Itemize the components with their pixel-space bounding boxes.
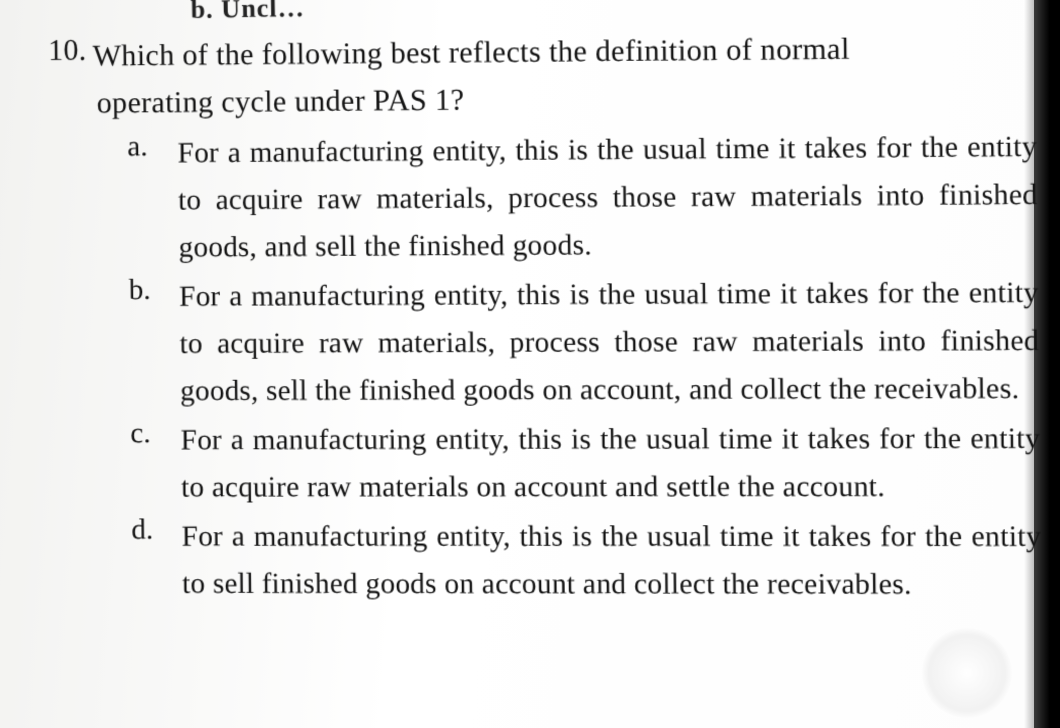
previous-question-fragment: b. Uncl…	[190, 0, 305, 25]
option-letter: a.	[127, 130, 148, 163]
option-letter: b.	[129, 274, 151, 307]
option-text: For a manufacturing entity, this is the …	[181, 513, 1042, 609]
question-number: 10.	[48, 34, 87, 67]
option-c: c. For a manufacturing entity, this is t…	[52, 415, 1041, 511]
option-text: For a manufacturing entity, this is the …	[179, 269, 1040, 415]
option-b: b. For a manufacturing entity, this is t…	[51, 269, 1040, 415]
option-d: d. For a manufacturing entity, this is t…	[53, 513, 1042, 609]
question-stem-line2: operating cycle under PAS 1?	[48, 72, 1036, 127]
watermark-circle	[922, 628, 1012, 718]
question-stem-line1: Which of the following best reflects the…	[93, 32, 850, 72]
option-a: a. For a manufacturing entity, this is t…	[49, 123, 1038, 272]
question-10: 10.Which of the following best reflects …	[48, 24, 1042, 609]
option-letter: c.	[130, 417, 151, 450]
option-letter: d.	[131, 513, 153, 546]
question-options: a. For a manufacturing entity, this is t…	[49, 123, 1042, 609]
option-text: For a manufacturing entity, this is the …	[180, 415, 1041, 511]
question-stem: 10.Which of the following best reflects …	[48, 24, 1037, 127]
option-text: For a manufacturing entity, this is the …	[177, 123, 1038, 271]
scanned-page: b. Uncl… 10.Which of the following best …	[0, 0, 1060, 728]
